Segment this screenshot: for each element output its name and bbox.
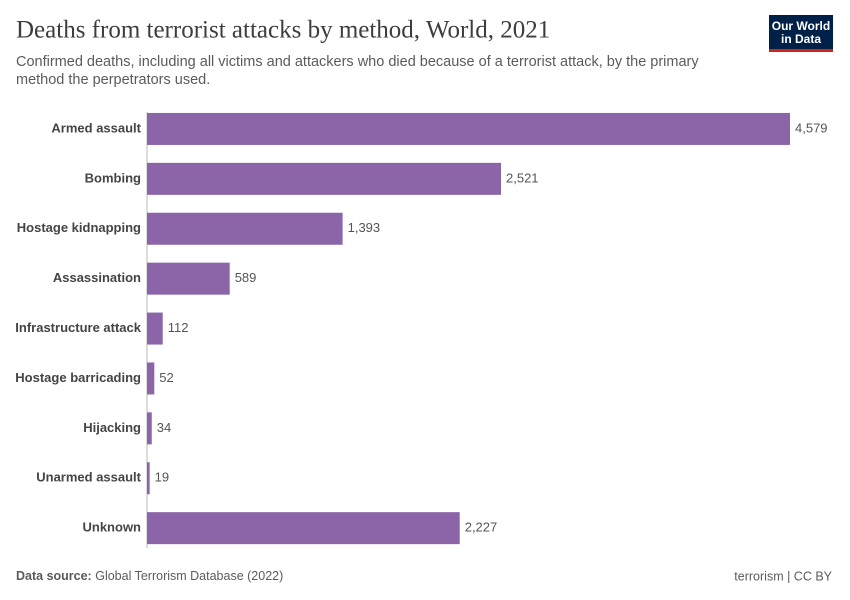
category-label: Hostage kidnapping <box>17 220 141 235</box>
value-label: 19 <box>155 470 169 485</box>
bar <box>147 412 152 445</box>
chart-title: Deaths from terrorist attacks by method,… <box>16 17 550 44</box>
category-label: Unarmed assault <box>36 470 141 485</box>
value-label: 112 <box>168 320 189 335</box>
value-label: 2,227 <box>465 520 498 535</box>
category-label: Assassination <box>53 270 141 285</box>
bar <box>147 262 230 295</box>
source: Global Terrorism Database (2022) <box>95 569 283 583</box>
logo-text: in Data <box>781 32 821 46</box>
value-label: 589 <box>235 270 257 285</box>
subtitle: method the perpetrators used. <box>16 72 210 88</box>
bar <box>147 462 150 495</box>
footer-source: Data source: Global Terrorism Database (… <box>16 569 283 583</box>
category-label: Infrastructure attack <box>15 320 141 335</box>
bar <box>147 112 790 145</box>
logo[interactable]: Our World in Data <box>769 15 833 52</box>
footer-license: terrorism | CC BY <box>734 569 832 583</box>
bar <box>147 312 163 345</box>
value-label: 4,579 <box>795 120 828 135</box>
logo-text: Our World <box>772 19 830 33</box>
value-label: 52 <box>159 370 173 385</box>
bar <box>147 212 343 245</box>
bar <box>147 362 155 395</box>
category-label: Hijacking <box>83 420 141 435</box>
bar <box>147 162 502 195</box>
category-label: Armed assault <box>51 120 141 135</box>
category-label: Hostage barricading <box>15 370 141 385</box>
value-label: 1,393 <box>348 220 381 235</box>
bar <box>147 512 460 545</box>
subtitle: Confirmed deaths, including all victims … <box>16 54 699 70</box>
value-label: 34 <box>157 420 171 435</box>
logo-bar <box>769 49 833 52</box>
category-label: Unknown <box>83 520 142 535</box>
source-label: Data source: <box>16 569 92 583</box>
category-label: Bombing <box>85 170 141 185</box>
value-label: 2,521 <box>506 170 539 185</box>
logo-bg <box>769 15 833 52</box>
